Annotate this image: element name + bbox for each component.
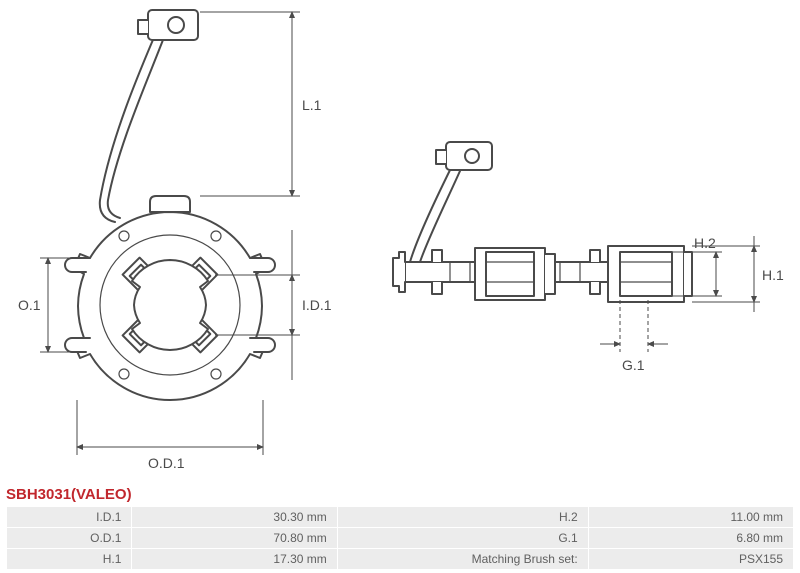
spec-key: Matching Brush set: (337, 549, 588, 570)
technical-drawing: L.1 I.D.1 O.1 O.D.1 (0, 0, 800, 480)
svg-text:O.1: O.1 (18, 297, 41, 313)
dim-OD1: O.D.1 (77, 400, 263, 471)
svg-text:H.1: H.1 (762, 267, 784, 283)
spec-value: 70.80 mm (132, 528, 337, 549)
spec-value: 30.30 mm (132, 507, 337, 528)
spec-key: G.1 (337, 528, 588, 549)
part-number-title: SBH3031(VALEO) (6, 486, 132, 503)
svg-text:L.1: L.1 (302, 97, 322, 113)
table-row: H.1 17.30 mm Matching Brush set: PSX155 (7, 549, 794, 570)
side-view (393, 142, 692, 302)
spec-value: 6.80 mm (588, 528, 793, 549)
table-row: O.D.1 70.80 mm G.1 6.80 mm (7, 528, 794, 549)
spec-key: H.2 (337, 507, 588, 528)
svg-text:G.1: G.1 (622, 357, 645, 373)
spec-value: PSX155 (588, 549, 793, 570)
dim-G1: G.1 (600, 300, 668, 373)
svg-text:I.D.1: I.D.1 (302, 297, 332, 313)
table-row: I.D.1 30.30 mm H.2 11.00 mm (7, 507, 794, 528)
front-view (65, 10, 275, 400)
dim-O1: O.1 (18, 258, 72, 352)
svg-text:O.D.1: O.D.1 (148, 455, 185, 471)
spec-table: I.D.1 30.30 mm H.2 11.00 mm O.D.1 70.80 … (6, 506, 794, 570)
spec-key: H.1 (7, 549, 132, 570)
spec-value: 11.00 mm (588, 507, 793, 528)
dim-L1: L.1 (200, 12, 322, 196)
svg-text:H.2: H.2 (694, 235, 716, 251)
spec-value: 17.30 mm (132, 549, 337, 570)
spec-key: I.D.1 (7, 507, 132, 528)
spec-key: O.D.1 (7, 528, 132, 549)
